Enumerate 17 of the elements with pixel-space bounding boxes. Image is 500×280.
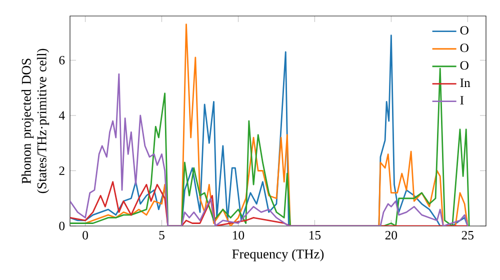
legend-label: O: [460, 44, 468, 52]
y-tick-label: 2: [59, 166, 64, 175]
y-tick-label: 4: [58, 111, 65, 120]
x-tick-label: 20: [385, 230, 398, 240]
x-tick-label: 10: [233, 230, 244, 240]
y-tick-label: 6: [59, 56, 65, 64]
legend-label: O: [460, 26, 468, 35]
y-tick-label: 0: [59, 222, 65, 230]
legend-label: In: [460, 78, 470, 87]
legend-label: I: [460, 96, 464, 104]
x-tick-label: 0: [82, 230, 88, 240]
y-axis-title: Phonon projected DOS (States/THz·primitive cell): [21, 48, 50, 194]
legend-label: O: [460, 61, 468, 70]
x-tick-label: 5: [159, 230, 164, 240]
x-tick-label: 25: [462, 230, 474, 240]
x-tick-label: 15: [309, 230, 321, 240]
x-axis-title: Frequency (THz): [232, 249, 324, 262]
